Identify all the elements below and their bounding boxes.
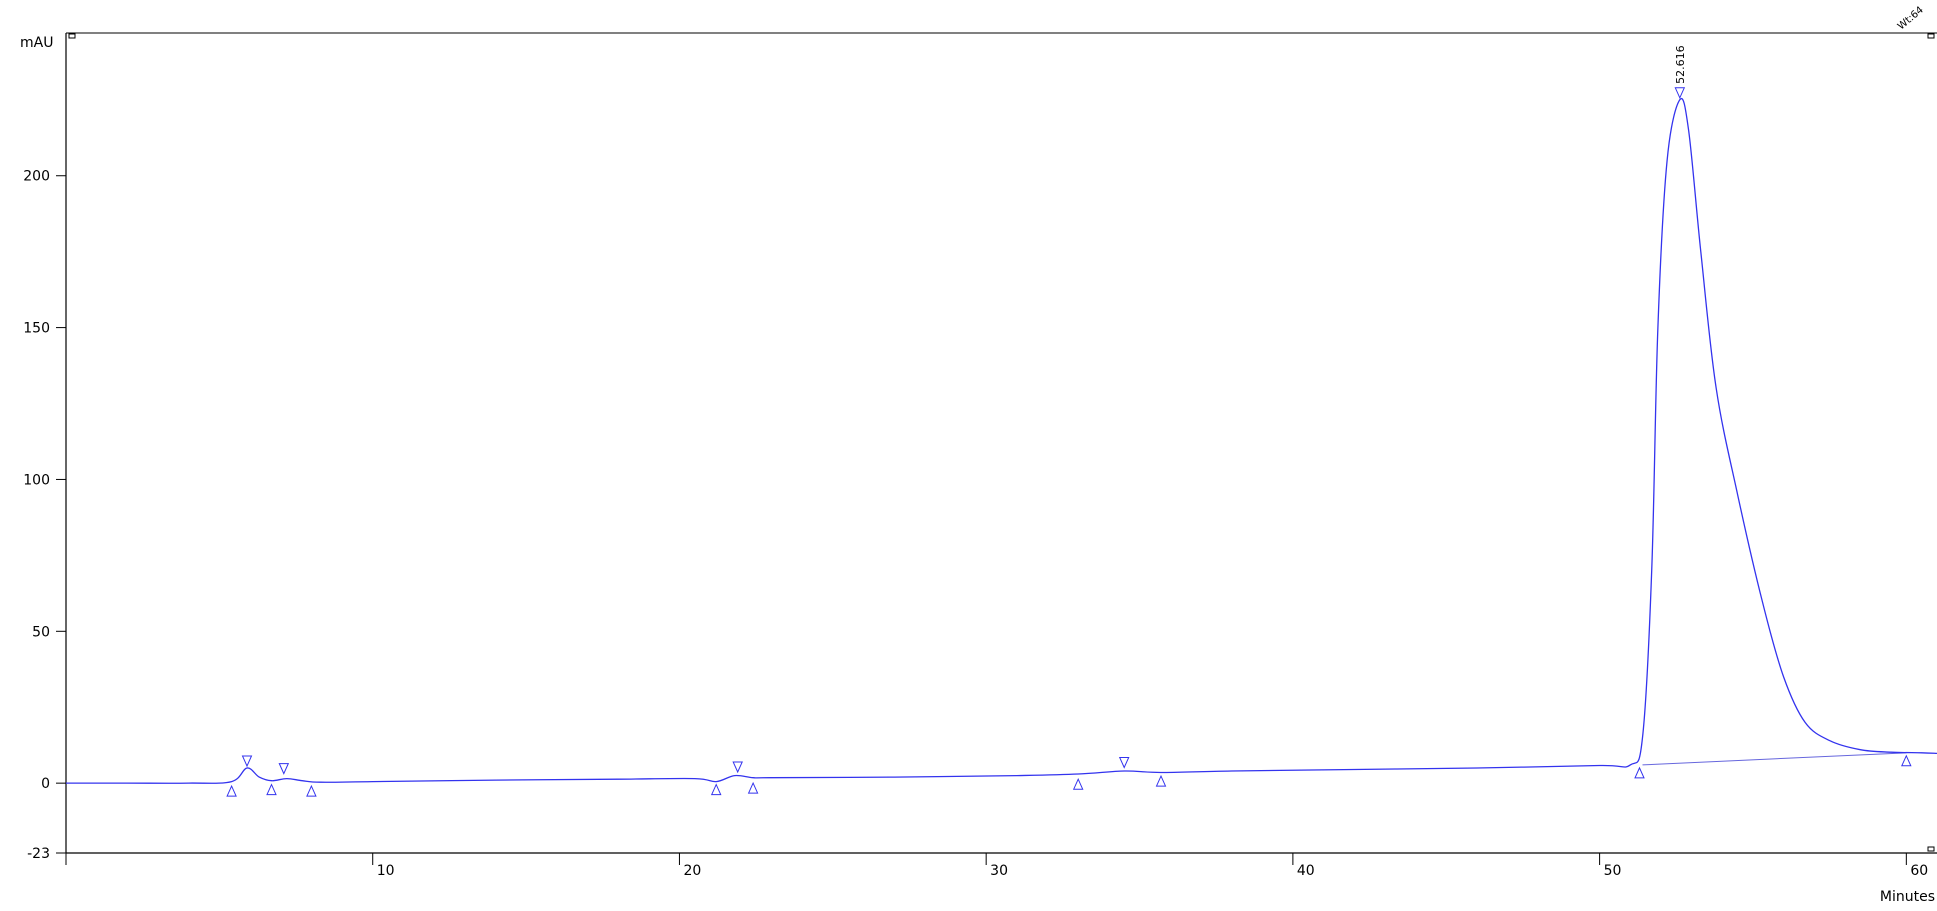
corner-box-bottom-right bbox=[1927, 846, 1935, 852]
peak-apex-marker bbox=[732, 761, 743, 774]
x-tick-label: 10 bbox=[377, 863, 395, 879]
peak-apex-marker bbox=[1118, 757, 1130, 769]
x-tick-label: 60 bbox=[1910, 863, 1928, 879]
integration-baseline bbox=[1642, 752, 1907, 766]
chromatogram-trace bbox=[65, 97, 1937, 784]
y-axis-label: mAU bbox=[20, 35, 53, 51]
y-tick-label: 0 bbox=[41, 776, 50, 792]
peak-apex-marker bbox=[1674, 87, 1686, 100]
x-tick-label: 40 bbox=[1297, 863, 1315, 879]
peak-boundary-marker bbox=[1634, 766, 1645, 779]
peak-retention-label: 52.616 bbox=[1674, 45, 1687, 84]
trace-layer bbox=[65, 97, 1937, 784]
peak-boundary-marker bbox=[747, 781, 759, 794]
y-tick-label: 100 bbox=[23, 472, 50, 488]
y-tick-label: 150 bbox=[23, 321, 50, 337]
corner-label: Wt:64 bbox=[1896, 5, 1926, 33]
peak-boundary-marker bbox=[266, 783, 277, 796]
y-tick-label: -23 bbox=[27, 846, 50, 862]
x-tick-label: 20 bbox=[683, 863, 701, 879]
marker-layer bbox=[226, 87, 1912, 797]
peak-boundary-marker bbox=[1155, 774, 1167, 787]
baseline-layer bbox=[1642, 752, 1907, 766]
x-axis-label: Minutes bbox=[1880, 889, 1935, 905]
corner-box-top-right bbox=[1927, 33, 1935, 39]
peak-boundary-marker bbox=[1072, 777, 1084, 790]
corner-box-top-left bbox=[68, 33, 76, 39]
peak-boundary-marker bbox=[226, 784, 237, 797]
y-tick-label: 50 bbox=[32, 624, 50, 640]
peak-boundary-marker bbox=[1901, 754, 1912, 767]
axes-layer: -23 0 50 100 150 200 mAU 10 20 30 40 50 60 Minutes Wt:… bbox=[20, 5, 1937, 905]
x-tick-label: 50 bbox=[1604, 863, 1622, 879]
y-tick-label: 200 bbox=[23, 169, 50, 185]
peak-apex-marker bbox=[241, 755, 253, 768]
label-layer: 52.616 bbox=[1674, 45, 1687, 84]
peak-boundary-marker bbox=[306, 784, 317, 797]
x-tick-label: 30 bbox=[990, 863, 1008, 879]
peak-apex-marker bbox=[278, 763, 290, 775]
peak-boundary-marker bbox=[710, 783, 722, 796]
